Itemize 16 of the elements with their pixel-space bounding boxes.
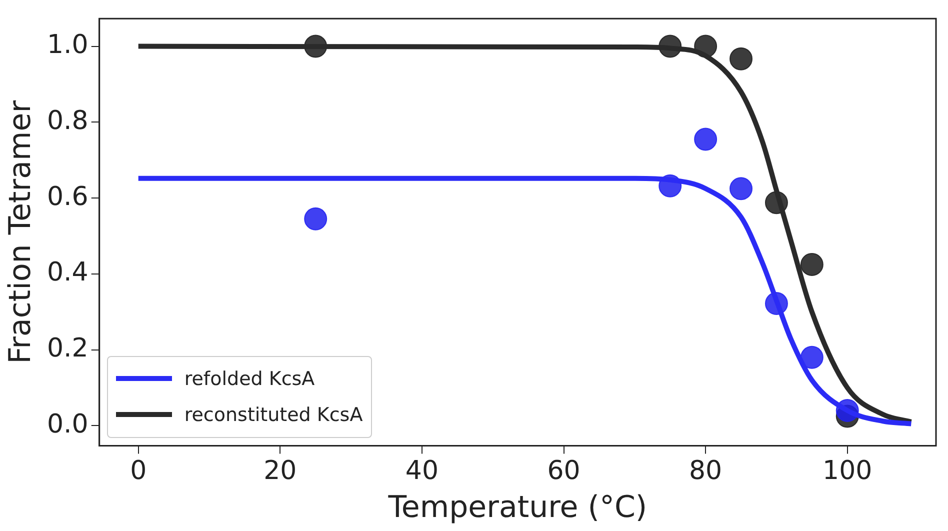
x-tick-label: 0 (130, 456, 147, 486)
x-tick-label: 80 (689, 456, 722, 486)
y-tick-label: 0.2 (46, 334, 88, 364)
x-tick-label: 20 (264, 456, 297, 486)
legend-label: reconstituted KcsA (184, 404, 363, 426)
y-tick-label: 0.6 (46, 182, 88, 212)
y-tick-label: 0.8 (46, 106, 88, 136)
y-tick-label: 0.0 (46, 409, 88, 440)
y-tick-label: 0.4 (46, 258, 88, 288)
y-tick-label: 1.0 (46, 30, 88, 60)
x-tick-label: 60 (547, 456, 580, 486)
x-tick-label: 100 (822, 456, 872, 486)
x-tick-label: 40 (405, 456, 439, 486)
x-axis-title: Temperature (°C) (387, 490, 648, 525)
legend-label: refolded KcsA (184, 368, 315, 390)
y-axis-title: Fraction Tetramer (2, 100, 38, 364)
